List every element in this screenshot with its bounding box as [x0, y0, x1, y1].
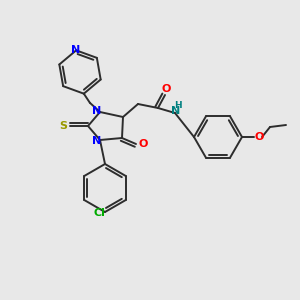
- Text: O: O: [254, 132, 264, 142]
- Text: O: O: [161, 84, 171, 94]
- Text: Cl: Cl: [93, 208, 105, 218]
- Text: N: N: [92, 106, 102, 116]
- Text: S: S: [59, 121, 67, 131]
- Text: N: N: [92, 136, 102, 146]
- Text: O: O: [138, 139, 148, 149]
- Text: N: N: [171, 106, 181, 116]
- Text: N: N: [70, 45, 80, 55]
- Text: H: H: [174, 101, 182, 110]
